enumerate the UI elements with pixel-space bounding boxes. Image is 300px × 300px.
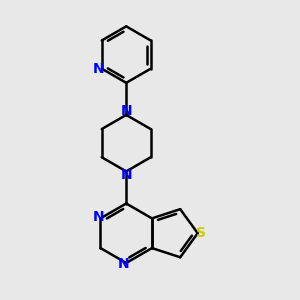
- Text: S: S: [196, 226, 206, 240]
- Text: N: N: [92, 62, 104, 76]
- Text: N: N: [118, 257, 130, 271]
- Text: N: N: [120, 168, 132, 182]
- Text: N: N: [120, 104, 132, 118]
- Text: N: N: [92, 210, 104, 224]
